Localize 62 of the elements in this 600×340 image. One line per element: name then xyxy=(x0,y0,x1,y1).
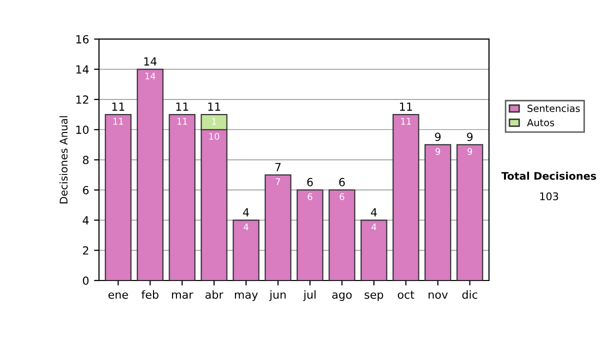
data-label: 6 xyxy=(308,193,312,200)
bar xyxy=(360,220,388,280)
total-label: 7 xyxy=(275,162,281,172)
text: 103 xyxy=(540,192,558,200)
legend-label: Autos xyxy=(527,119,554,126)
data-label: 14 xyxy=(145,72,156,80)
y-tick-label: 2 xyxy=(83,246,88,255)
total-label: 11 xyxy=(400,102,412,111)
bar xyxy=(392,114,420,280)
bar xyxy=(136,68,164,280)
y-tick-label: 16 xyxy=(76,35,89,44)
x-tick-label: jul xyxy=(303,290,316,301)
bar xyxy=(424,144,452,280)
data-label: 11 xyxy=(401,118,411,125)
total-label: 11 xyxy=(112,102,124,111)
bar xyxy=(456,144,484,280)
total-label: 4 xyxy=(243,208,249,216)
data-label: 11 xyxy=(113,118,124,125)
data-label: 10 xyxy=(209,132,220,140)
y-tick-label: 12 xyxy=(76,95,88,104)
total-label: 9 xyxy=(435,132,441,142)
y-tick-label: 8 xyxy=(82,156,89,164)
x-tick-label: ago xyxy=(332,292,352,301)
data-label: 6 xyxy=(340,193,344,200)
total-label: 4 xyxy=(370,208,377,216)
total-label: 6 xyxy=(339,178,345,186)
bar xyxy=(168,114,196,280)
bar xyxy=(104,114,132,280)
x-tick-label: feb xyxy=(142,290,158,299)
text: Total Decisiones xyxy=(501,172,596,180)
bar xyxy=(264,174,292,280)
x-tick-label: nov xyxy=(428,292,448,299)
total-label: 6 xyxy=(307,178,313,186)
total-label: 9 xyxy=(466,132,473,142)
x-tick-label: jun xyxy=(269,290,286,301)
data-label: 11 xyxy=(177,118,188,125)
x-tick-label: mar xyxy=(172,292,194,299)
data-label: 9 xyxy=(436,148,440,155)
x-tick-label: ene xyxy=(108,292,128,299)
y-axis-title: Decisiones Anual xyxy=(60,116,68,204)
x-tick-label: dic xyxy=(462,290,478,299)
x-tick-label: oct xyxy=(398,290,414,299)
total-label: 14 xyxy=(144,57,157,66)
bar xyxy=(328,189,356,280)
y-tick-label: 6 xyxy=(82,186,89,194)
data-label: 4 xyxy=(371,224,376,230)
legend-label: Sentencias xyxy=(528,104,580,112)
data-label: 1 xyxy=(212,118,216,125)
total-label: 11 xyxy=(176,102,188,111)
y-tick-label: 14 xyxy=(76,65,89,74)
total-label: 11 xyxy=(208,102,220,111)
data-label: 7 xyxy=(276,178,280,185)
data-label: 4 xyxy=(244,224,248,230)
bar xyxy=(232,220,260,280)
bar xyxy=(296,189,324,280)
y-tick-label: 0 xyxy=(82,276,89,285)
x-tick-label: may xyxy=(234,292,258,301)
y-tick-label: 10 xyxy=(76,126,89,134)
x-tick-label: sep xyxy=(364,292,384,301)
x-tick-label: abr xyxy=(206,290,224,299)
data-label: 9 xyxy=(468,148,472,155)
y-tick-label: 4 xyxy=(82,216,89,224)
